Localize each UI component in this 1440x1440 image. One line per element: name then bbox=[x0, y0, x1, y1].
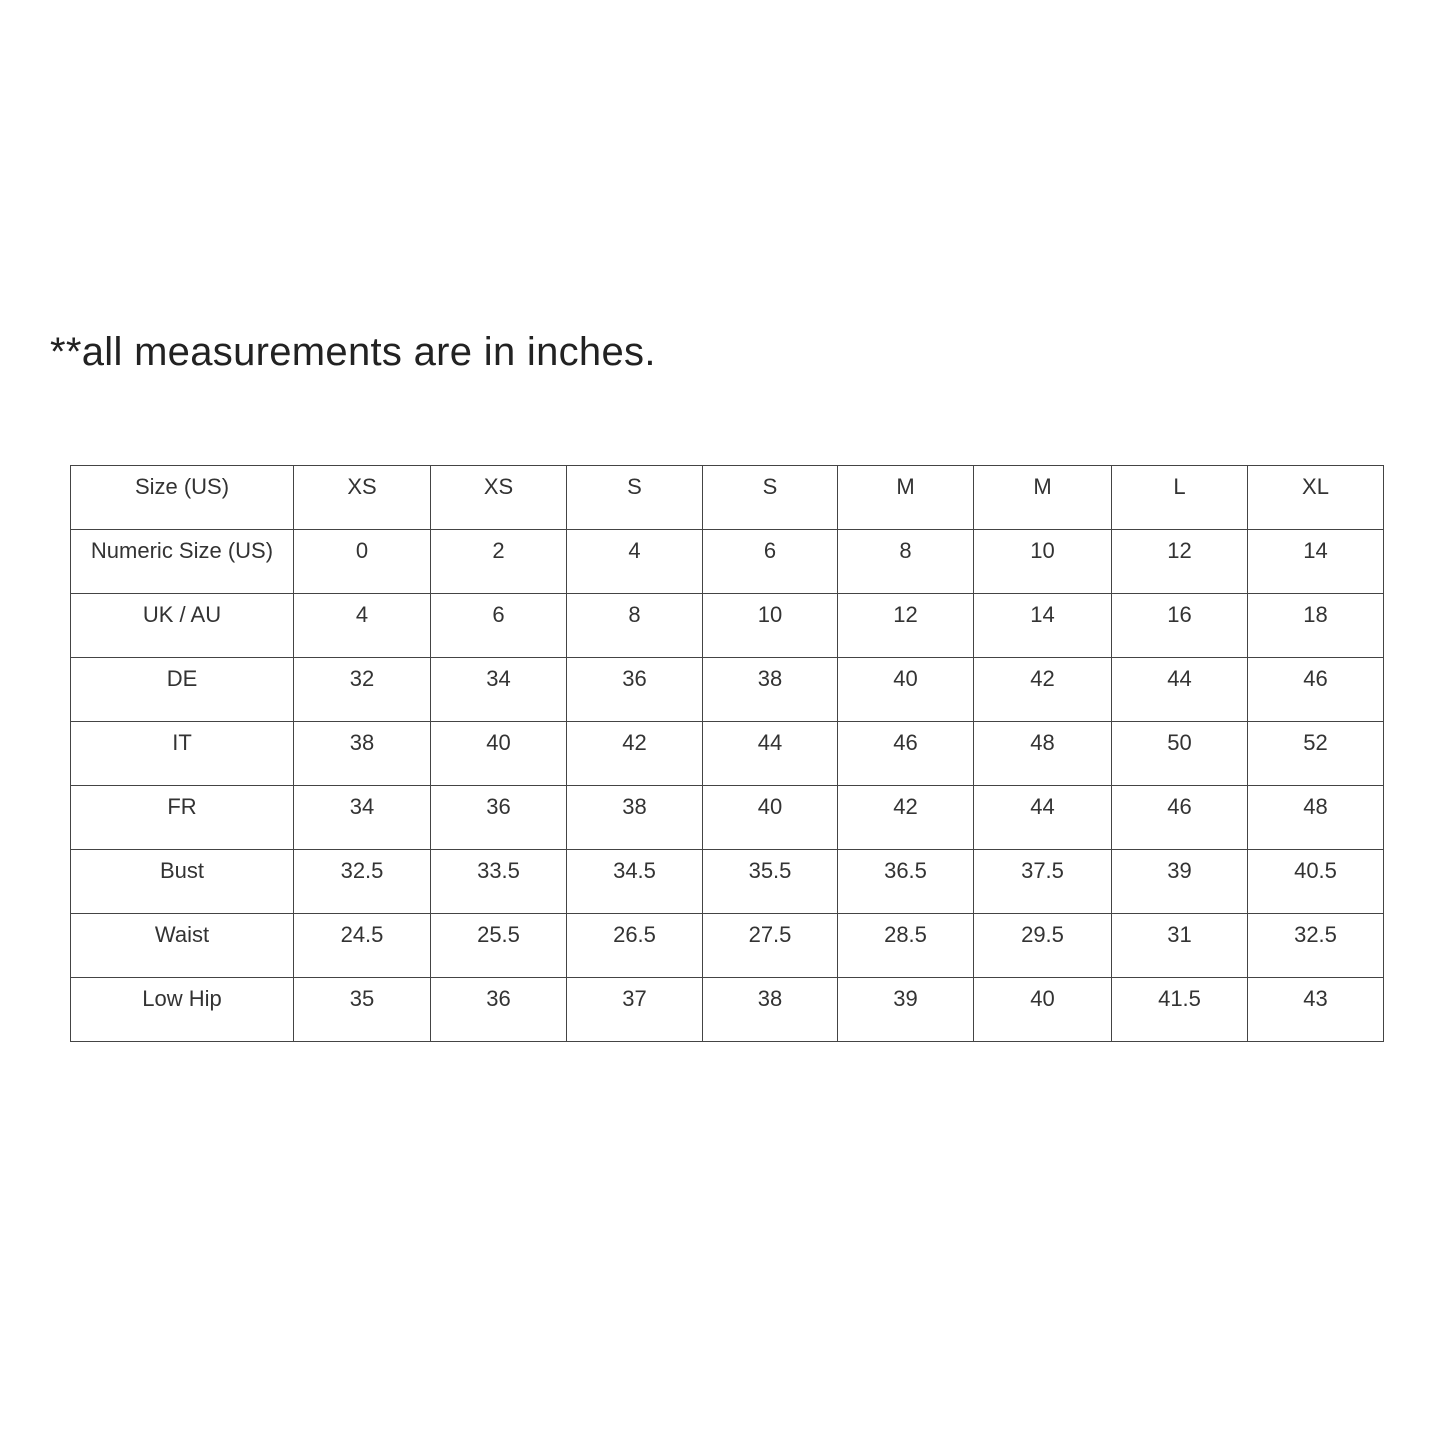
table-cell: 48 bbox=[1247, 785, 1384, 850]
table-cell: 12 bbox=[837, 593, 974, 658]
row-label: DE bbox=[70, 657, 294, 722]
table-cell: 29.5 bbox=[973, 913, 1112, 978]
table-cell: 38 bbox=[702, 657, 838, 722]
row-label: IT bbox=[70, 721, 294, 786]
table-cell: 32.5 bbox=[293, 849, 431, 914]
table-cell: 25.5 bbox=[430, 913, 567, 978]
table-cell: 52 bbox=[1247, 721, 1384, 786]
table-cell: 16 bbox=[1111, 593, 1248, 658]
table-row: DE 32 34 36 38 40 42 44 46 bbox=[70, 657, 1384, 722]
table-cell: 38 bbox=[293, 721, 431, 786]
table-cell: 18 bbox=[1247, 593, 1384, 658]
row-label: Size (US) bbox=[70, 465, 294, 530]
table-cell: S bbox=[566, 465, 703, 530]
table-cell: 38 bbox=[702, 977, 838, 1042]
table-body: Size (US) XS XS S S M M L XL Numeric Size (US) 0 2 4… bbox=[70, 465, 1384, 1042]
table-cell: 37.5 bbox=[973, 849, 1112, 914]
table-row: Numeric Size (US) 0 2 4 6 8 10 12 14 bbox=[70, 529, 1384, 594]
table-cell: 14 bbox=[1247, 529, 1384, 594]
table-cell: 12 bbox=[1111, 529, 1248, 594]
table-row: IT 38 40 42 44 46 48 50 52 bbox=[70, 721, 1384, 786]
table-cell: 2 bbox=[430, 529, 567, 594]
table-row: Waist 24.5 25.5 26.5 27.5 28.5 29.5 31 32.5 bbox=[70, 913, 1384, 978]
table-cell: 39 bbox=[837, 977, 974, 1042]
table-cell: 6 bbox=[702, 529, 838, 594]
table-cell: 36 bbox=[566, 657, 703, 722]
row-label: Waist bbox=[70, 913, 294, 978]
table-cell: 42 bbox=[973, 657, 1112, 722]
table-row: Size (US) XS XS S S M M L XL bbox=[70, 465, 1384, 530]
table-cell: 32 bbox=[293, 657, 431, 722]
table-cell: 27.5 bbox=[702, 913, 838, 978]
table-cell: 37 bbox=[566, 977, 703, 1042]
table-cell: 42 bbox=[566, 721, 703, 786]
table-cell: 31 bbox=[1111, 913, 1248, 978]
table-row: Low Hip 35 36 37 38 39 40 41.5 43 bbox=[70, 977, 1384, 1042]
table-cell: 43 bbox=[1247, 977, 1384, 1042]
table-cell: 44 bbox=[973, 785, 1112, 850]
table-cell: 40 bbox=[973, 977, 1112, 1042]
row-label: FR bbox=[70, 785, 294, 850]
table-cell: 10 bbox=[702, 593, 838, 658]
table-cell: 41.5 bbox=[1111, 977, 1248, 1042]
table-cell: 8 bbox=[837, 529, 974, 594]
table-cell: 34.5 bbox=[566, 849, 703, 914]
table-cell: XL bbox=[1247, 465, 1384, 530]
table-cell: XS bbox=[430, 465, 567, 530]
table-cell: 46 bbox=[1247, 657, 1384, 722]
table-cell: 46 bbox=[1111, 785, 1248, 850]
table-cell: 40 bbox=[430, 721, 567, 786]
row-label: UK / AU bbox=[70, 593, 294, 658]
table-cell: XS bbox=[293, 465, 431, 530]
table-cell: 38 bbox=[566, 785, 703, 850]
table-cell: 24.5 bbox=[293, 913, 431, 978]
table-cell: 44 bbox=[1111, 657, 1248, 722]
table-cell: 10 bbox=[973, 529, 1112, 594]
table-cell: 39 bbox=[1111, 849, 1248, 914]
table-cell: 26.5 bbox=[566, 913, 703, 978]
size-table: Size (US) XS XS S S M M L XL Numeric Size (US) 0 2 4… bbox=[70, 465, 1384, 1042]
table-cell: 36 bbox=[430, 977, 567, 1042]
table-cell: 6 bbox=[430, 593, 567, 658]
table-cell: 14 bbox=[973, 593, 1112, 658]
row-label: Numeric Size (US) bbox=[70, 529, 294, 594]
table-cell: 8 bbox=[566, 593, 703, 658]
row-label: Low Hip bbox=[70, 977, 294, 1042]
table-cell: 28.5 bbox=[837, 913, 974, 978]
table-cell: 34 bbox=[430, 657, 567, 722]
table-cell: 40 bbox=[702, 785, 838, 850]
table-cell: 40 bbox=[837, 657, 974, 722]
table-cell: 35.5 bbox=[702, 849, 838, 914]
row-label: Bust bbox=[70, 849, 294, 914]
table-cell: 50 bbox=[1111, 721, 1248, 786]
table-cell: 42 bbox=[837, 785, 974, 850]
table-row: FR 34 36 38 40 42 44 46 48 bbox=[70, 785, 1384, 850]
table-cell: 32.5 bbox=[1247, 913, 1384, 978]
table-cell: 48 bbox=[973, 721, 1112, 786]
table-cell: 44 bbox=[702, 721, 838, 786]
table-cell: L bbox=[1111, 465, 1248, 530]
table-cell: 36.5 bbox=[837, 849, 974, 914]
table-cell: 35 bbox=[293, 977, 431, 1042]
table-cell: 4 bbox=[566, 529, 703, 594]
table-cell: M bbox=[973, 465, 1112, 530]
note: **all measurements are in inches. bbox=[50, 330, 656, 374]
table-cell: 40.5 bbox=[1247, 849, 1384, 914]
table-cell: 34 bbox=[293, 785, 431, 850]
table-cell: S bbox=[702, 465, 838, 530]
table-cell: 0 bbox=[293, 529, 431, 594]
table-cell: 46 bbox=[837, 721, 974, 786]
table-cell: 36 bbox=[430, 785, 567, 850]
table-cell: M bbox=[837, 465, 974, 530]
table-row: UK / AU 4 6 8 10 12 14 16 18 bbox=[70, 593, 1384, 658]
table-cell: 4 bbox=[293, 593, 431, 658]
table-row: Bust 32.5 33.5 34.5 35.5 36.5 37.5 39 40.5 bbox=[70, 849, 1384, 914]
table-cell: 33.5 bbox=[430, 849, 567, 914]
